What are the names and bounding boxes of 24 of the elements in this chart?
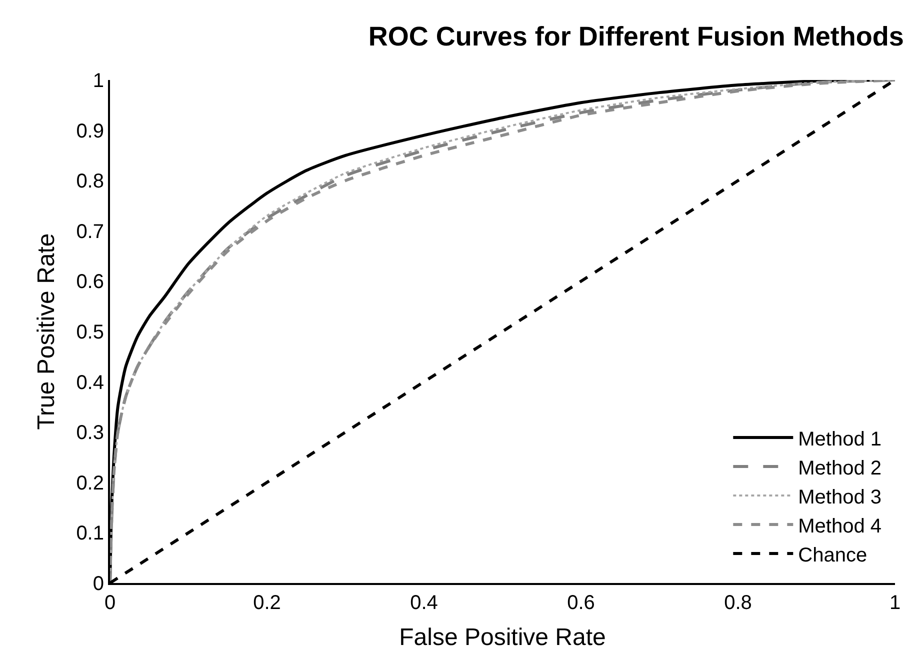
x-tick-label: 0.8: [724, 592, 752, 614]
legend-label: Chance: [798, 544, 868, 566]
legend-label: Method 3: [798, 486, 882, 508]
legend-label: Method 4: [798, 515, 882, 538]
y-tick-label: 0.1: [76, 522, 104, 545]
y-tick-label: 0: [92, 573, 104, 595]
legend-label: Method 1: [798, 428, 882, 450]
y-tick-label: 0.7: [76, 220, 104, 243]
x-tick-label: 0.6: [567, 592, 595, 614]
x-axis-title: False Positive Rate: [399, 624, 606, 651]
y-tick-label: 0.5: [76, 322, 104, 344]
y-tick-label: 0.9: [76, 120, 104, 142]
y-tick-label: 0.3: [76, 422, 104, 444]
legend-label: Method 2: [798, 457, 882, 480]
y-tick-label: 1: [92, 70, 104, 92]
chart-title: ROC Curves for Different Fusion Methods: [368, 22, 904, 52]
x-tick-label: 1: [889, 592, 901, 614]
y-tick-label: 0.6: [76, 271, 104, 294]
x-tick-label: 0.4: [410, 592, 438, 614]
y-axis-title: True Positive Rate: [32, 233, 60, 430]
y-tick-label: 0.4: [76, 372, 104, 394]
x-tick-label: 0.2: [253, 592, 281, 614]
y-tick-label: 0.2: [76, 472, 104, 494]
y-tick-label: 0.8: [76, 170, 104, 193]
